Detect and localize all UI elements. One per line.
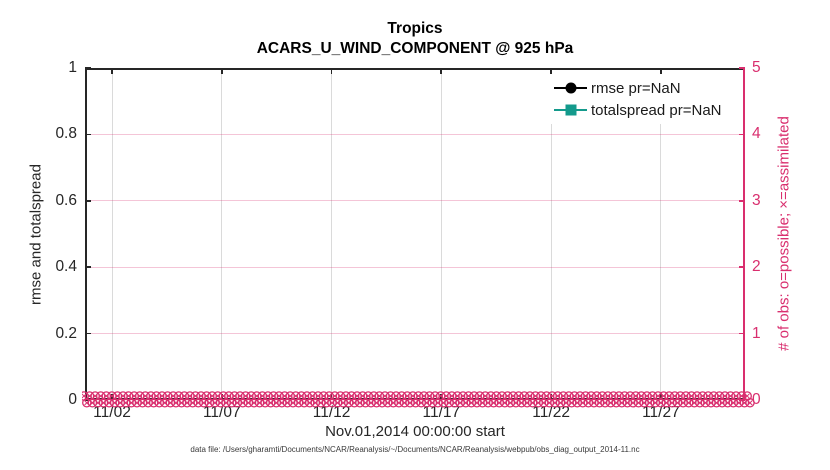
x-tick-label: 11/22 [532, 404, 570, 421]
x-tick-mark-bottom [330, 394, 333, 400]
x-tick-label: 11/07 [202, 404, 241, 421]
y-tick-label-left: 0.6 [55, 191, 77, 209]
y-tick-label-left: 0.8 [55, 125, 77, 143]
x-tick-label: 11/02 [93, 404, 131, 421]
x-axis-label: Nov.01,2014 00:00:00 start [325, 423, 505, 440]
legend-item-rmse: rmse pr=NaN [554, 77, 722, 99]
gridline-vertical [440, 68, 442, 400]
y-tick-label-right: 0 [752, 391, 761, 408]
gridline-horizontal [85, 266, 745, 268]
rmse-line-marker-icon [554, 81, 587, 95]
x-tick-mark-top [330, 68, 333, 74]
y-tick-label-left: 0.4 [55, 258, 77, 276]
chart-subtitle: ACARS_U_WIND_COMPONENT @ 925 hPa [256, 40, 574, 57]
y-tick-mark-right [739, 266, 745, 269]
y-tick-mark-left [85, 133, 91, 136]
x-tick-mark-bottom [111, 394, 113, 400]
gridline-horizontal [85, 333, 745, 335]
axis-spine-right [743, 68, 745, 400]
axis-spine-top [85, 68, 745, 70]
gridline-vertical [221, 68, 223, 400]
y-tick-mark-right [739, 199, 745, 202]
legend-label-totalspread: totalspread pr=NaN [591, 101, 722, 119]
y-tick-mark-right [739, 133, 745, 136]
x-tick-mark-top [550, 68, 553, 74]
x-tick-mark-top [220, 68, 223, 74]
x-tick-label: 11/12 [312, 404, 351, 421]
x-tick-mark-top [111, 68, 113, 74]
data-file-note: data file: /Users/gharamti/Documents/NCA… [190, 445, 640, 454]
y-tick-label-right: 5 [752, 59, 761, 76]
gridline-vertical [111, 68, 113, 400]
chart-title: Tropics [387, 20, 443, 37]
y-tick-label-right: 3 [752, 191, 761, 209]
gridline-vertical [660, 68, 662, 400]
y-tick-label-right: 1 [752, 324, 761, 342]
y-tick-mark-left [85, 199, 91, 202]
gridline-horizontal [85, 200, 745, 202]
x-tick-label: 11/27 [642, 404, 680, 421]
gridline-vertical [550, 68, 552, 400]
gridline-horizontal [85, 133, 745, 135]
y-axis-label-left: rmse and totalspread [27, 164, 45, 305]
x-tick-mark-top [440, 68, 443, 74]
y-tick-label-right: 4 [752, 125, 761, 143]
y-tick-mark-left [85, 67, 91, 69]
x-tick-mark-bottom [660, 394, 662, 400]
legend: rmse pr=NaN totalspread pr=NaN [548, 74, 728, 124]
legend-item-totalspread: totalspread pr=NaN [554, 99, 722, 121]
y-tick-mark-right [739, 332, 745, 335]
y-tick-label-left: 0.2 [55, 324, 77, 342]
legend-label-rmse: rmse pr=NaN [591, 79, 681, 97]
y-tick-mark-left [85, 332, 91, 335]
y-tick-mark-right [739, 67, 745, 69]
x-tick-label: 11/17 [422, 404, 461, 421]
totalspread-line-marker-icon [554, 103, 587, 117]
y-tick-label-left: 0 [68, 391, 77, 408]
gridline-vertical [331, 68, 333, 400]
axis-spine-left [85, 68, 87, 400]
y-tick-mark-left [85, 266, 91, 269]
y-tick-label-right: 2 [752, 258, 761, 276]
obs-count-markers [82, 391, 755, 408]
y-tick-label-left: 1 [68, 59, 77, 76]
x-tick-mark-top [660, 68, 662, 74]
